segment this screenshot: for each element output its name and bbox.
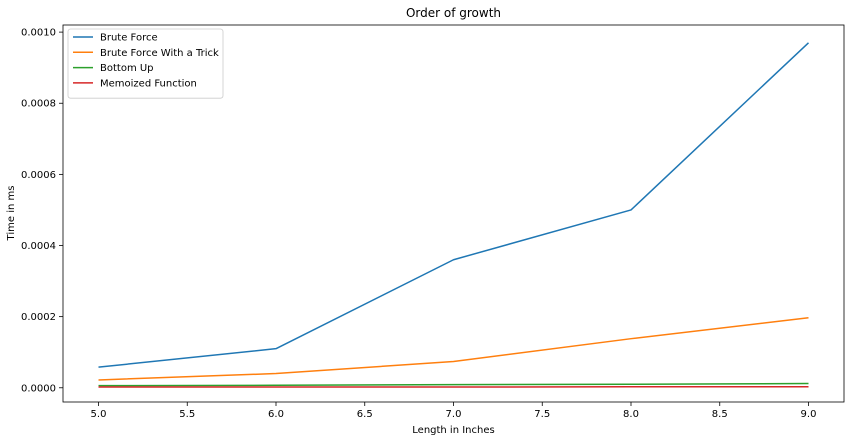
legend-label: Memoized Function bbox=[100, 78, 197, 89]
x-tick-label: 9.0 bbox=[801, 409, 817, 420]
series-line-2 bbox=[99, 318, 809, 380]
x-tick-label: 7.5 bbox=[534, 409, 550, 420]
x-tick-label: 6.5 bbox=[357, 409, 373, 420]
x-tick-label: 5.5 bbox=[179, 409, 195, 420]
legend-label: Brute Force With a Trick bbox=[100, 48, 219, 59]
y-tick-label: 0.0010 bbox=[21, 28, 56, 39]
x-tick-label: 8.0 bbox=[623, 409, 639, 420]
legend: Brute Force Brute Force With a Trick Botto… bbox=[68, 29, 223, 98]
y-tick-label: 0.0002 bbox=[21, 312, 56, 323]
y-tick-label: 0.0000 bbox=[21, 383, 56, 394]
y-tick-label: 0.0008 bbox=[21, 99, 56, 110]
legend-label: Brute Force bbox=[100, 33, 158, 44]
x-tick-label: 8.5 bbox=[712, 409, 728, 420]
x-tick-label: 5.0 bbox=[91, 409, 107, 420]
x-axis-label: Length in Inches bbox=[412, 425, 494, 436]
y-tick-label: 0.0004 bbox=[21, 241, 56, 252]
legend-label: Bottom Up bbox=[100, 63, 154, 74]
y-axis-label: Time in ms bbox=[6, 186, 17, 242]
x-tick-label: 6.0 bbox=[268, 409, 284, 420]
chart-title: Order of growth bbox=[406, 6, 501, 20]
x-tick-label: 7.0 bbox=[446, 409, 462, 420]
y-tick-label: 0.0006 bbox=[21, 170, 56, 181]
series-line-3 bbox=[99, 384, 809, 386]
